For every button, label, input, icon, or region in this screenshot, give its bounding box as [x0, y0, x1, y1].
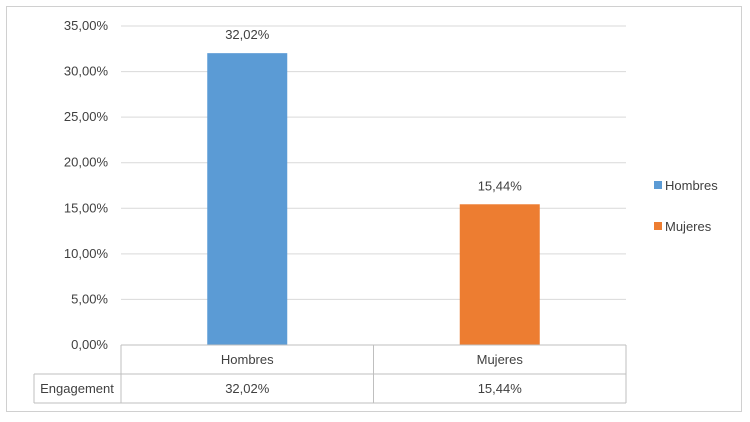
- y-tick-label: 20,00%: [64, 155, 109, 170]
- data-label: 15,44%: [478, 178, 523, 193]
- bar-mujeres: [459, 204, 540, 345]
- y-tick-label: 10,00%: [64, 246, 109, 261]
- legend-swatch: [654, 222, 662, 230]
- y-axis-tick-labels: 0,00% 5,00% 10,00% 15,00% 20,00% 25,00% 30,00%…: [64, 18, 109, 352]
- y-tick-label: 0,00%: [71, 337, 108, 352]
- data-label: 32,02%: [225, 27, 270, 42]
- legend-label: Mujeres: [665, 219, 712, 234]
- bar-hombres: [207, 53, 288, 345]
- bars: [207, 53, 540, 345]
- data-table: Hombres 32,02% Mujeres 15,44% Engagement: [33, 344, 627, 404]
- x-tick-label: Mujeres: [477, 352, 524, 367]
- y-tick-label: 15,00%: [64, 200, 109, 215]
- x-tick-label: Hombres: [221, 352, 274, 367]
- legend-swatch: [654, 181, 662, 189]
- legend: Hombres Mujeres: [654, 178, 718, 234]
- table-cell: 32,02%: [225, 381, 270, 396]
- y-tick-label: 30,00%: [64, 64, 109, 79]
- data-labels: 32,02% 15,44%: [225, 27, 522, 193]
- table-cell: 15,44%: [478, 381, 523, 396]
- grid-lines: [121, 25, 626, 300]
- legend-label: Hombres: [665, 178, 718, 193]
- table-row-header: Engagement: [40, 381, 114, 396]
- y-tick-label: 35,00%: [64, 18, 109, 33]
- y-tick-label: 25,00%: [64, 109, 109, 124]
- y-tick-label: 5,00%: [71, 291, 108, 306]
- chart-frame: [6, 6, 742, 412]
